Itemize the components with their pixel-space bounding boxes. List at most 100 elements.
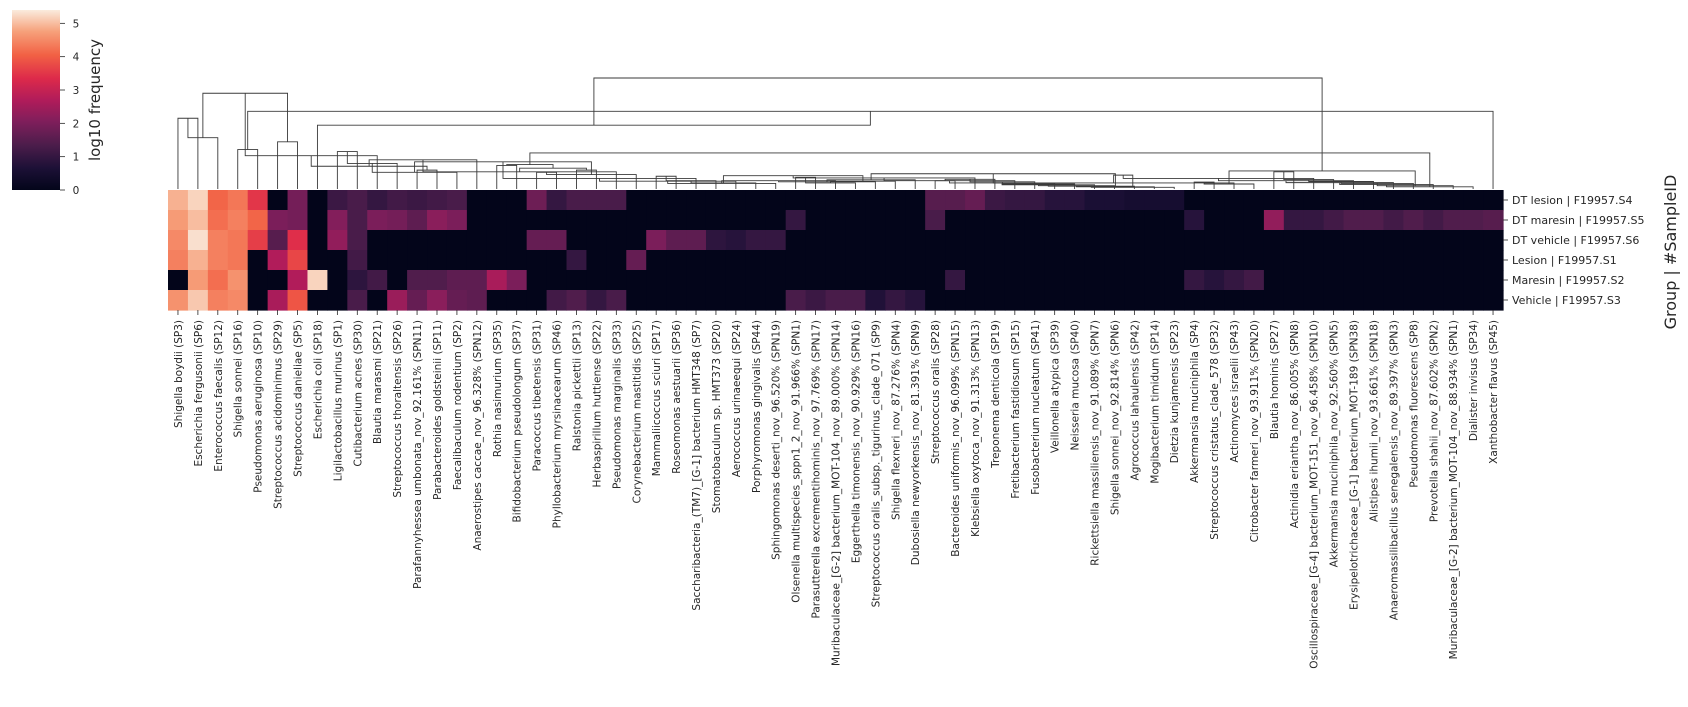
- heatmap-cell: [427, 210, 448, 231]
- heatmap-cell: [725, 290, 747, 311]
- heatmap-cell: [506, 270, 528, 291]
- heatmap-cell: [626, 190, 647, 211]
- heatmap-cell: [725, 250, 747, 271]
- column-label: Shigella flexneri_nov_87.276% (SPN4): [890, 320, 902, 520]
- heatmap-cell: [885, 290, 906, 311]
- heatmap-cell: [1443, 190, 1464, 211]
- heatmap-cell: [805, 230, 827, 251]
- heatmap-cell: [1024, 270, 1046, 291]
- heatmap-cell: [1124, 210, 1145, 231]
- heatmap-cell: [526, 230, 548, 251]
- heatmap-cell: [427, 230, 448, 251]
- column-label: Parafannyhessea umbonata_nov_92.161% (SP…: [412, 320, 424, 589]
- column-label: Bacteroides uniformis_nov_96.099% (SPN15…: [950, 320, 962, 557]
- heatmap-cell: [1283, 230, 1305, 251]
- heatmap-cell: [1463, 210, 1484, 231]
- heatmap-cell: [367, 190, 388, 211]
- column-label: Ligilactobacillus murinus (SP1): [332, 320, 344, 481]
- dendrogram-link: [277, 141, 298, 189]
- heatmap-cell: [1204, 210, 1225, 231]
- heatmap-cell: [586, 250, 607, 271]
- heatmap-cell: [1483, 190, 1504, 211]
- dendrogram-link: [778, 180, 876, 189]
- heatmap-cell: [885, 210, 906, 231]
- column-labels: Shigella boydii (SP3) Escherichia ferguso…: [173, 310, 1500, 669]
- heatmap-cell: [407, 230, 428, 251]
- heatmap-cell: [785, 190, 807, 211]
- heatmap-cell: [546, 250, 568, 271]
- heatmap-cell: [1084, 290, 1106, 311]
- heatmap-cell: [526, 270, 548, 291]
- heatmap-cell: [546, 290, 568, 311]
- column-label: Muribaculaceae_[G-2] bacterium_MOT-104_n…: [1448, 320, 1460, 659]
- heatmap-cell: [1423, 270, 1444, 291]
- heatmap-cell: [1483, 290, 1504, 311]
- heatmap-cell: [486, 190, 508, 211]
- heatmap-cell: [606, 270, 627, 291]
- column-label: Enterococcus faecalis (SP12): [213, 320, 225, 472]
- heatmap-cell: [1383, 210, 1404, 231]
- heatmap-cell: [626, 210, 647, 231]
- heatmap-cell: [1104, 290, 1126, 311]
- heatmap-cell: [626, 230, 647, 251]
- heatmap-cell: [466, 210, 488, 231]
- heatmap-cell: [705, 290, 727, 311]
- heatmap-cell: [327, 290, 348, 311]
- heatmap-cell: [1064, 190, 1086, 211]
- heatmap-cell: [327, 190, 348, 211]
- heatmap-cell: [427, 250, 448, 271]
- heatmap-cell: [1263, 230, 1285, 251]
- heatmap-cell: [446, 190, 468, 211]
- heatmap-cell: [1104, 230, 1126, 251]
- row-label: DT maresin | F19957.S5: [1512, 214, 1644, 227]
- heatmap-cell: [207, 230, 229, 251]
- heatmap-cell: [347, 270, 368, 291]
- heatmap-cell: [566, 270, 588, 291]
- heatmap-cell: [1303, 190, 1325, 211]
- heatmap-cell: [1283, 210, 1305, 231]
- heatmap-cell: [227, 290, 249, 311]
- heatmap-cell: [1363, 190, 1385, 211]
- heatmap-cell: [168, 230, 189, 251]
- heatmap-cell: [1243, 210, 1265, 231]
- heatmap-cell: [486, 250, 508, 271]
- dendrogram-link: [576, 169, 597, 189]
- dendrogram-link: [502, 161, 697, 189]
- column-label: Citrobacter farmeri_nov_93.911% (SPN20): [1249, 320, 1261, 542]
- heatmap-cell: [1363, 210, 1385, 231]
- column-label: Saccharibacteria_(TM7)_[G-1] bacterium H…: [691, 320, 703, 611]
- heatmap-cell: [1144, 290, 1165, 311]
- heatmap-cell: [1483, 270, 1504, 291]
- heatmap-cell: [446, 230, 468, 251]
- heatmap-cell: [506, 190, 528, 211]
- heatmap-cell: [307, 210, 329, 231]
- heatmap-cell: [287, 270, 309, 291]
- heatmap-cell: [267, 210, 289, 231]
- heatmap-cell: [427, 270, 448, 291]
- heatmap-cell: [586, 290, 607, 311]
- heatmap-cell: [1443, 290, 1464, 311]
- heatmap-cell: [506, 250, 528, 271]
- column-label: Bifidobacterium pseudolongum (SP37): [512, 320, 524, 523]
- heatmap-cell: [865, 250, 886, 271]
- heatmap-cell: [1044, 210, 1066, 231]
- colorbar-gradient: [12, 10, 60, 190]
- column-label: Pseudomonas marginalis (SP33): [611, 320, 623, 489]
- heatmap-cell: [845, 210, 866, 231]
- heatmap-cell: [805, 210, 827, 231]
- heatmap-cell: [387, 190, 408, 211]
- colorbar-tick-label: 1: [73, 152, 80, 164]
- heatmap-cell: [606, 230, 627, 251]
- heatmap-cell: [984, 190, 1006, 211]
- heatmap-cell: [1443, 250, 1464, 271]
- heatmap-cells: [168, 190, 1504, 311]
- heatmap-cell: [1004, 210, 1026, 231]
- heatmap-cell: [207, 210, 229, 231]
- heatmap-cell: [1463, 290, 1484, 311]
- heatmap-cell: [825, 270, 847, 291]
- column-label: Akkermansia muciniphila (SP4): [1189, 320, 1201, 483]
- dendrogram-link: [792, 175, 976, 189]
- column-label: Streptococcus oralis_subsp._tigurinus_cl…: [870, 320, 882, 607]
- heatmap-cell: [1443, 270, 1464, 291]
- heatmap-cell: [1383, 190, 1404, 211]
